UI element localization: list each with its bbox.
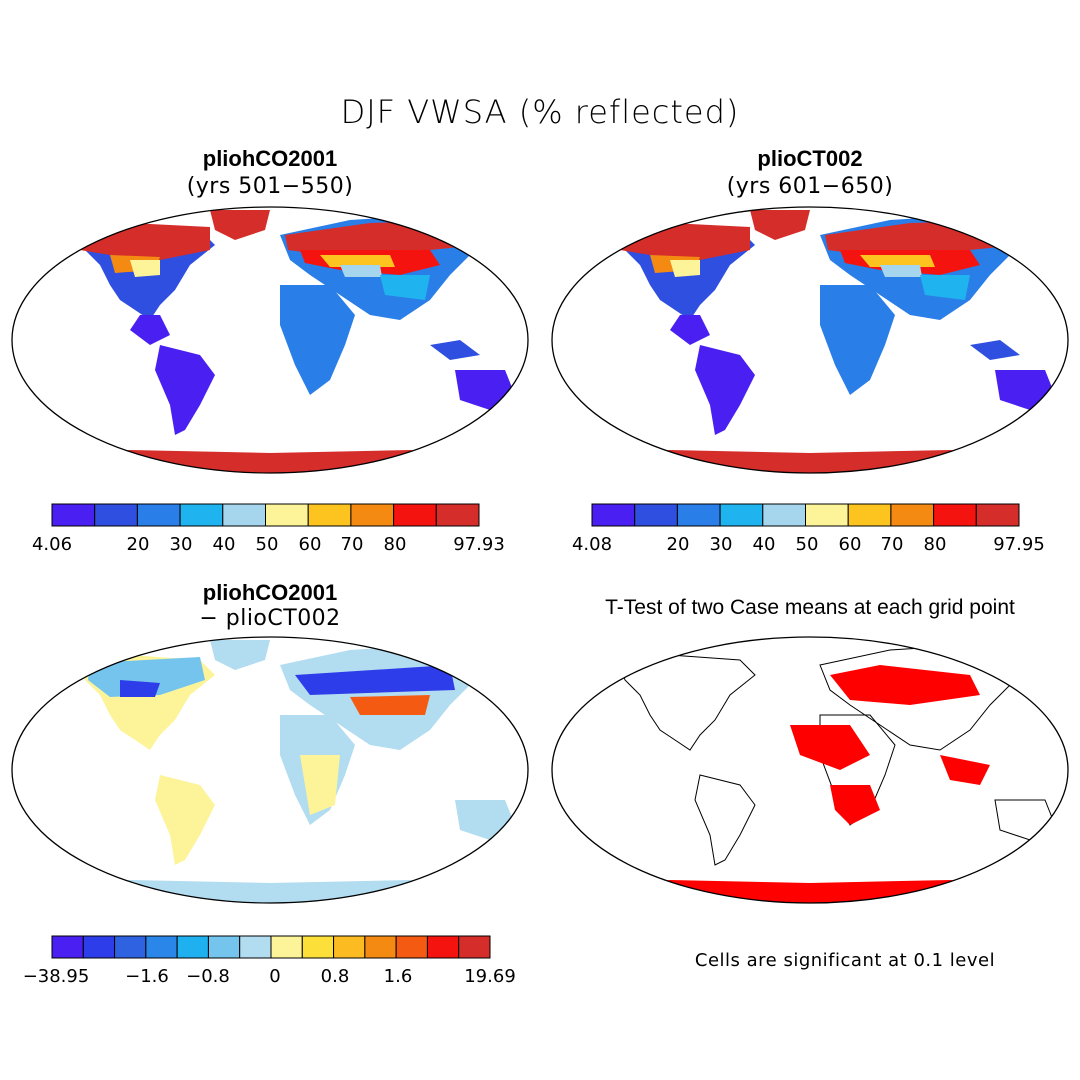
colorbar-swatch [426,935,460,959]
colorbar-swatch [805,503,849,527]
colorbar-panel3: −38.95 −1.6 −0.8 0 0.8 1.6 19.69 [23,935,516,987]
map-frame [551,636,1069,904]
panel3-title: pliohCO2001 [202,580,338,605]
colorbar-labels: 4.06 20 30 40 50 60 70 80 97.93 [32,534,505,555]
colorbar-swatch [634,503,678,527]
cb2-label-7: 80 [924,534,947,555]
colorbar-swatch [847,503,892,527]
colorbar-swatch [136,503,181,527]
colorbar-swatch [222,503,267,527]
panel3-subtitle: − plioCT002 [199,606,341,631]
cb1-label-4: 50 [256,534,279,555]
cb1-label-8: 97.93 [453,534,505,555]
colorbar-swatch [239,935,272,959]
panel1-subtitle: (yrs 501−550) [186,174,354,199]
colorbar-swatch [890,503,935,527]
cb3-label-5: 1.6 [384,966,413,987]
colorbar-swatch [676,503,721,527]
colorbar-swatch [114,935,147,959]
land-regions [12,210,528,473]
land-regions [12,640,528,903]
colorbar-swatch [395,935,428,959]
colorbar-swatch [145,935,178,959]
colorbar-swatch [307,503,352,527]
colorbar-swatch [350,503,395,527]
colorbar-swatch [435,503,480,527]
cb2-label-8: 97.95 [993,534,1045,555]
colorbar-labels: 4.08 20 30 40 50 60 70 80 97.95 [572,534,1045,555]
colorbar-swatch [719,503,764,527]
colorbar-swatch [51,503,96,527]
colorbar-swatch [762,503,807,527]
cb3-label-6: 19.69 [464,966,516,987]
map-frame [11,636,529,904]
colorbar-swatch [933,503,977,527]
cb2-label-6: 70 [881,534,904,555]
colorbar-swatch [94,503,138,527]
colorbar-swatch [51,935,84,959]
significance-note: Cells are significant at 0.1 level [694,950,996,971]
cb2-label-5: 60 [839,534,862,555]
cb1-label-2: 30 [170,534,193,555]
cb1-label-7: 80 [384,534,407,555]
cb1-label-6: 70 [341,534,364,555]
colorbar-swatch [176,935,209,959]
map-difference [11,636,529,904]
significant-cells [552,665,1068,903]
colorbar-swatch [270,935,303,959]
colorbar-swatch [458,935,491,959]
colorbar-swatch [82,935,116,959]
land-regions [552,210,1068,473]
panel1-title: pliohCO2001 [202,146,338,171]
cb3-label-4: 0.8 [321,966,350,987]
cb2-label-1: 20 [667,534,690,555]
cb3-label-1: −1.6 [125,966,169,987]
colorbar-swatch [265,503,309,527]
panel4-title: T-Test of two Case means at each grid po… [605,596,1015,619]
cb1-label-5: 60 [299,534,322,555]
map-plioCT002 [551,206,1069,474]
colorbar-panel1: 4.06 20 30 40 50 60 70 80 97.93 [32,503,505,555]
colorbar-swatch [364,935,397,959]
colorbar-swatch [975,503,1020,527]
figure-title: DJF VWSA (% reflected) [340,93,740,131]
colorbar-swatch [591,503,636,527]
colorbar-panel2: 4.08 20 30 40 50 60 70 80 97.95 [572,503,1045,555]
colorbar-swatch [333,935,366,959]
cb2-label-2: 30 [710,534,733,555]
colorbar-swatch [393,503,437,527]
cb2-label-0: 4.08 [572,534,612,555]
colorbar-swatch [207,935,241,959]
panel2-title: plioCT002 [757,146,863,171]
colorbar-swatch [179,503,224,527]
cb1-label-0: 4.06 [32,534,72,555]
cb2-label-4: 50 [796,534,819,555]
cb3-label-0: −38.95 [23,966,90,987]
cb3-label-3: 0 [269,966,280,987]
cb2-label-3: 40 [753,534,776,555]
cb1-label-3: 40 [213,534,236,555]
colorbar-labels: −38.95 −1.6 −0.8 0 0.8 1.6 19.69 [23,966,516,987]
map-pliohCO2001 [11,206,529,474]
panel2-subtitle: (yrs 601−650) [726,174,894,199]
cb1-label-1: 20 [127,534,150,555]
map-frame [11,206,529,474]
map-ttest-significance [551,636,1069,904]
map-frame [551,206,1069,474]
colorbar-swatch [301,935,335,959]
cb3-label-2: −0.8 [186,966,230,987]
